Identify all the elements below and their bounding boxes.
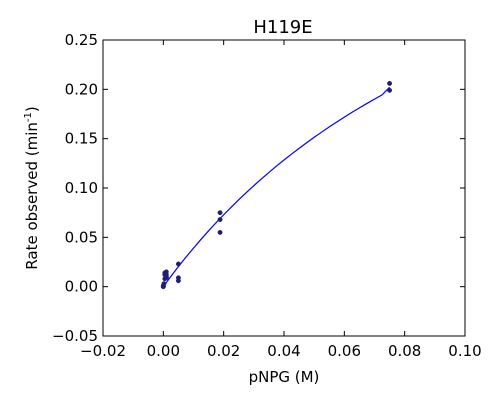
x-tick-label: 0.04 xyxy=(267,342,300,360)
y-tick-label: 0.25 xyxy=(65,31,98,49)
x-tick-labels: −0.02 0.00 0.02 0.04 0.06 0.08 0.10 xyxy=(80,342,482,360)
y-tick-label: −0.05 xyxy=(52,327,98,345)
y-tick-label: 0.15 xyxy=(65,130,98,148)
data-point xyxy=(217,210,223,216)
series-layer xyxy=(160,80,393,290)
x-tick-label: 0.00 xyxy=(147,342,180,360)
data-point xyxy=(217,229,223,235)
x-tick-label: 0.08 xyxy=(388,342,421,360)
y-axis-label: Rate observed (min-1) xyxy=(23,106,41,269)
y-axis-label-superscript: -1 xyxy=(23,112,34,122)
data-point xyxy=(163,274,169,280)
y-tick-label: 0.10 xyxy=(65,179,98,197)
x-tick-label: 0.10 xyxy=(448,342,481,360)
y-tick-label: 0.00 xyxy=(65,278,98,296)
data-point xyxy=(161,281,167,287)
data-point xyxy=(163,269,169,275)
data-point xyxy=(217,217,223,223)
plot-frame xyxy=(102,39,466,337)
data-point xyxy=(175,275,181,281)
x-axis-label: pNPG (M) xyxy=(249,368,320,386)
y-axis-label-tail: ) xyxy=(23,106,41,112)
x-tick-label: −0.02 xyxy=(80,342,126,360)
data-point xyxy=(387,80,393,86)
x-tick-label: 0.02 xyxy=(207,342,240,360)
y-tick-labels: −0.05 0.00 0.05 0.10 0.15 0.20 0.25 xyxy=(52,31,98,345)
x-tick-label: 0.06 xyxy=(328,342,361,360)
y-tick-label: 0.05 xyxy=(65,228,98,246)
plot-area xyxy=(103,40,465,336)
y-tick-label: 0.20 xyxy=(65,80,98,98)
data-point xyxy=(175,261,181,267)
chart-title: H119E xyxy=(253,17,312,38)
y-axis-label-base: Rate observed (min xyxy=(23,122,41,270)
fit-line xyxy=(162,86,391,288)
data-point xyxy=(387,87,393,93)
